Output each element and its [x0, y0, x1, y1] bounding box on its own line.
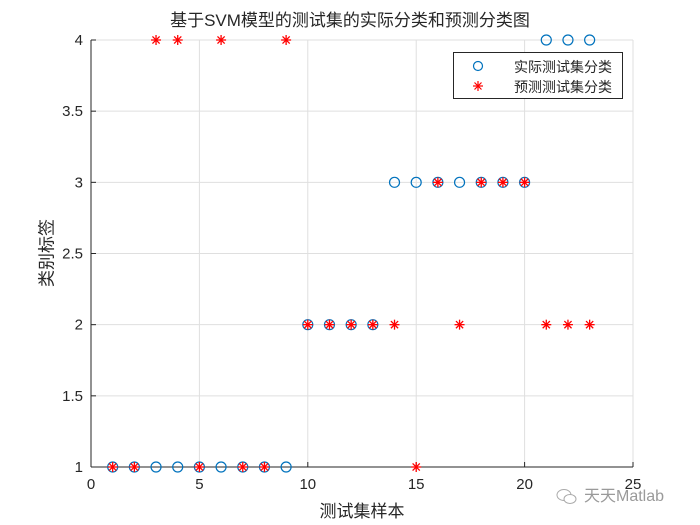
circle-marker	[584, 34, 596, 46]
watermark: 天天Matlab	[556, 482, 664, 506]
circle-marker	[215, 461, 227, 473]
asterisk-marker	[259, 462, 270, 472]
circle-marker	[280, 461, 292, 473]
asterisk-marker	[107, 462, 118, 472]
y-tick-label: 1.5	[62, 388, 83, 405]
x-tick-label: 15	[408, 476, 425, 493]
circle-marker	[540, 34, 552, 46]
x-tick-label: 10	[299, 476, 316, 493]
asterisk-marker	[519, 177, 530, 188]
x-tick-label: 0	[87, 476, 95, 493]
circle-marker	[388, 176, 401, 188]
asterisk-marker	[324, 319, 335, 330]
y-tick-label: 3	[75, 174, 83, 191]
circle-marker	[562, 34, 574, 46]
asterisk-marker	[411, 462, 422, 472]
legend-label: 实际测试集分类	[514, 59, 612, 75]
legend-item-predicted: 预测测试集分类	[454, 76, 622, 96]
asterisk-marker	[367, 319, 378, 330]
asterisk-marker	[237, 462, 248, 472]
asterisk-marker	[541, 319, 552, 330]
y-tick-label: 3.5	[62, 103, 83, 120]
wechat-icon	[556, 488, 577, 504]
circle-marker-icon	[472, 60, 484, 72]
asterisk-marker	[172, 35, 183, 45]
asterisk-marker	[281, 35, 292, 45]
asterisk-marker	[454, 319, 465, 330]
circle-marker	[172, 461, 184, 473]
x-tick-label: 25	[625, 476, 642, 493]
asterisk-marker	[432, 177, 443, 188]
watermark-text: 天天Matlab	[584, 488, 665, 505]
asterisk-marker	[129, 462, 140, 472]
chart-title: 基于SVM模型的测试集的实际分类和预测分类图	[170, 11, 530, 30]
circle-marker	[410, 176, 422, 188]
x-tick-label: 20	[516, 476, 533, 493]
y-axis-label: 类别标签	[37, 219, 57, 287]
asterisk-marker	[584, 319, 595, 330]
asterisk-marker	[389, 319, 400, 330]
legend-item-actual: 实际测试集分类	[454, 56, 622, 76]
asterisk-marker	[476, 177, 487, 188]
x-tick-label: 5	[195, 476, 203, 493]
asterisk-marker-icon	[473, 81, 483, 91]
asterisk-marker	[562, 319, 573, 330]
grid	[90, 39, 634, 468]
x-axis-label: 测试集样本	[319, 502, 405, 521]
legend: 实际测试集分类 预测测试集分类	[453, 52, 623, 99]
asterisk-marker	[302, 319, 313, 330]
series-predicted	[107, 35, 595, 472]
y-tick-label: 2	[75, 317, 83, 334]
asterisk-marker	[151, 35, 162, 45]
asterisk-marker	[497, 177, 508, 188]
asterisk-marker	[216, 35, 227, 45]
y-tick-label: 1	[75, 459, 83, 476]
asterisk-marker	[194, 462, 205, 472]
circle-marker	[150, 461, 162, 473]
y-tick-label: 2.5	[62, 246, 83, 263]
y-tick-label: 4	[75, 32, 83, 49]
circle-marker	[453, 176, 466, 188]
asterisk-marker	[346, 319, 357, 330]
legend-label: 预测测试集分类	[514, 79, 612, 95]
